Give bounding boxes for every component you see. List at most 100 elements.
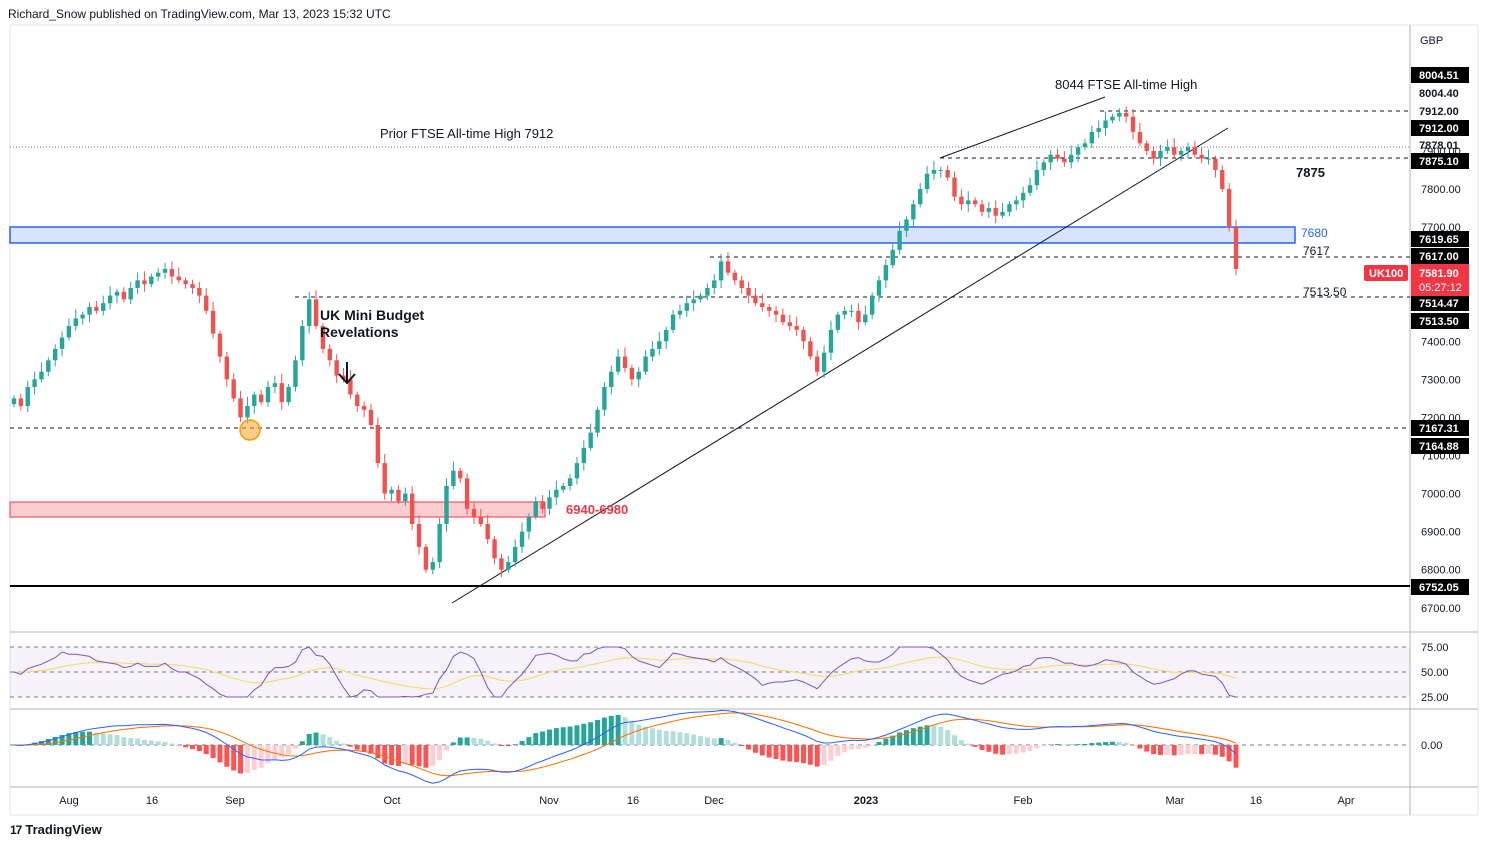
macd-hist-bar	[1020, 745, 1026, 753]
macd-hist-bar	[615, 714, 621, 745]
candle	[59, 337, 65, 349]
price-label-box	[1411, 438, 1469, 454]
macd-hist-bar	[128, 738, 134, 745]
macd-hist-bar	[684, 733, 690, 745]
macd-hist-bar	[546, 729, 552, 745]
candle	[80, 314, 85, 319]
macd-histogram	[11, 714, 1239, 774]
candle	[1089, 131, 1095, 144]
macd-hist-bar	[938, 727, 944, 745]
macd-hist-bar	[759, 745, 765, 756]
symbol-tag-box	[1364, 265, 1408, 281]
chart-frame	[9, 24, 1479, 816]
candle	[602, 386, 607, 410]
candle	[300, 326, 305, 361]
candle	[348, 379, 353, 395]
price-label-box	[1411, 313, 1469, 329]
macd-hist-bar	[279, 745, 285, 758]
candle	[952, 177, 957, 197]
candle	[485, 524, 490, 540]
annotation-uk-mini-budget: UK Mini Budget	[320, 307, 425, 323]
macd-hist-bar	[1006, 745, 1012, 755]
candle	[1075, 147, 1081, 155]
candle	[464, 478, 470, 509]
candle	[87, 307, 92, 315]
macd-hist-bar	[286, 745, 292, 755]
candle	[766, 307, 772, 311]
macd-hist-bar	[464, 737, 470, 745]
candle	[842, 310, 847, 315]
macd-hist-bar	[52, 736, 58, 745]
candle	[760, 303, 765, 308]
macd-hist-bar	[917, 726, 923, 745]
macd-hist-bar	[533, 733, 539, 745]
macd-hist-bar	[718, 738, 724, 745]
macd-hist-bar	[1061, 744, 1067, 746]
candle	[1144, 143, 1149, 151]
price-label-box	[1411, 579, 1469, 595]
candle	[66, 326, 72, 338]
candle	[849, 310, 854, 312]
macd-hist-bar	[210, 745, 216, 758]
macd-hist-bar	[835, 745, 841, 756]
macd-hist-bar	[986, 745, 992, 752]
macd-hist-bar	[1144, 745, 1150, 752]
candle	[677, 310, 683, 315]
candle	[396, 489, 401, 502]
price-label-box	[1411, 153, 1469, 169]
macd-hist-bar	[807, 745, 813, 765]
macd-hist-bar	[299, 741, 305, 745]
candle	[1199, 154, 1204, 159]
candle	[876, 280, 882, 296]
macd-hist-bar	[636, 724, 642, 745]
macd-hist-bar	[437, 745, 443, 760]
macd-hist-bar	[320, 734, 326, 745]
macd-hist-bar	[485, 740, 491, 745]
candle	[11, 398, 17, 405]
macd-line	[13, 709, 1237, 784]
macd-hist-bar	[1103, 741, 1109, 745]
candle	[265, 386, 271, 403]
candle	[499, 558, 504, 570]
candle	[183, 280, 188, 285]
macd-hist-bar	[972, 745, 978, 747]
candle	[1123, 112, 1129, 117]
candle	[39, 371, 44, 380]
price-label: 7912.00	[1419, 106, 1459, 118]
annotation-prior-ath: Prior FTSE All-time High 7912	[380, 126, 553, 141]
candle	[1137, 131, 1143, 144]
macd-hist-bar	[423, 745, 429, 768]
macd-hist-bar	[794, 745, 800, 763]
down-arrow-icon	[338, 373, 356, 385]
macd-hist-bar	[601, 717, 607, 745]
macd-hist-bar	[725, 739, 731, 745]
candle	[458, 470, 463, 479]
price-label: 7164.88	[1419, 441, 1459, 453]
candle	[615, 356, 621, 372]
candle	[46, 360, 51, 372]
candle	[863, 314, 868, 323]
candle	[252, 394, 257, 406]
macd-hist-bar	[766, 745, 772, 758]
candle	[286, 386, 291, 403]
macd-hist-bar	[842, 745, 848, 753]
macd-hist-bar	[114, 735, 120, 745]
macd-hist-bar	[1137, 745, 1143, 749]
candle	[128, 287, 133, 300]
price-label: 7619.65	[1419, 234, 1459, 246]
macd-hist-bar	[45, 738, 51, 745]
candle	[25, 386, 30, 406]
candle	[1069, 154, 1074, 163]
macd-hist-bar	[677, 732, 683, 745]
candle	[121, 291, 127, 300]
candle	[149, 276, 154, 285]
macd-hist-bar	[1055, 744, 1061, 745]
candle	[725, 261, 731, 273]
candle	[389, 489, 394, 494]
macd-hist-bar	[1130, 745, 1136, 746]
candle	[416, 524, 422, 547]
macd-hist-bar	[1164, 745, 1170, 755]
macd-hist-bar	[931, 725, 937, 745]
candle	[1220, 169, 1225, 189]
